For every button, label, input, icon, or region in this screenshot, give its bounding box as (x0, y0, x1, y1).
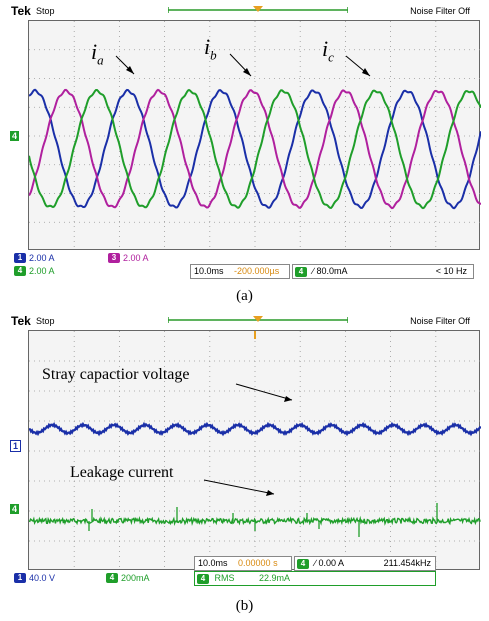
timebase-value: 10.0ms (194, 266, 224, 276)
caption-a: (a) (236, 288, 253, 304)
trigger-frequency: < 10 Hz (435, 266, 467, 276)
brand-label: Tek (11, 4, 31, 18)
trigger-channel-badge-b: 4 (297, 559, 309, 569)
record-view-indicator (168, 6, 348, 13)
label-ib: ib (204, 34, 217, 63)
scope-panel-b: Tek Stop Noise Filter Off 1 4 Stray capa… (8, 314, 481, 594)
ch4-scale-value-b: 200mA (121, 573, 150, 583)
waveform-display-a (28, 20, 481, 251)
record-view-indicator-b (168, 316, 348, 323)
horizontal-position: -200.000µs (234, 266, 280, 276)
trigger-box[interactable]: 4 ∕ 80.0mA < 10 Hz (292, 264, 474, 279)
ch4-ground-marker-b: 4 (10, 504, 20, 514)
trace-ia (29, 88, 481, 210)
timebase-value-b: 10.0ms (198, 558, 228, 568)
ch3-badge: 3 (108, 253, 120, 263)
math-measure-value: 22.9mA (259, 573, 291, 583)
grid-a (29, 21, 481, 251)
trigger-box-b[interactable]: 4 ∕ 0.00 A 211.454kHz (294, 556, 436, 571)
channel-readout-bar-b: 10.0ms 0.00000 s 4 ∕ 0.00 A 211.454kHz 1… (8, 556, 480, 586)
ch1-badge: 1 (14, 253, 26, 263)
timebase-box-b[interactable]: 10.0ms 0.00000 s (194, 556, 292, 571)
trigger-level: ∕ 80.0mA (312, 266, 348, 276)
trace-stray-voltage (29, 421, 481, 437)
ch4-scale-value: 2.00 A (29, 266, 55, 276)
label-ia: ia (91, 39, 104, 68)
math-rms-box[interactable]: 4 RMS 22.9mA (194, 571, 436, 586)
timebase-box[interactable]: 10.0ms -200.000µs (190, 264, 290, 279)
brand-label-b: Tek (11, 314, 31, 328)
scope-panel-a: Tek Stop Noise Filter Off 4 ia ib ic 1 2… (8, 4, 481, 284)
math-channel-badge: 4 (197, 574, 209, 584)
acquisition-state-b: Stop (36, 316, 55, 326)
horizontal-position-b: 0.00000 s (238, 558, 278, 568)
ch4-ground-marker: 4 (10, 131, 20, 141)
label-stray-voltage: Stray capactior voltage (42, 366, 190, 383)
waveform-plot-a (29, 21, 481, 251)
label-leakage-current: Leakage current (70, 464, 174, 481)
ch1-badge-b: 1 (14, 573, 26, 583)
ch4-badge-b: 4 (106, 573, 118, 583)
ch4-scale-b[interactable]: 4 200mA (106, 572, 150, 584)
ch1-scale-value: 2.00 A (29, 253, 55, 263)
ch3-scale[interactable]: 3 2.00 A (108, 252, 149, 264)
caption-b: (b) (235, 598, 254, 614)
ch3-scale-value: 2.00 A (123, 253, 149, 263)
math-measure-label: RMS (214, 573, 235, 583)
trigger-frequency-b: 211.454kHz (383, 558, 431, 568)
ch1-scale-b[interactable]: 1 40.0 V (14, 572, 55, 584)
label-ic: ic (322, 36, 334, 65)
scope-status-bar-b: Tek Stop Noise Filter Off (8, 314, 480, 330)
noise-filter-status-b: Noise Filter Off (410, 316, 470, 326)
ch1-ground-marker: 1 (10, 440, 22, 452)
ch1-scale[interactable]: 1 2.00 A (14, 252, 55, 264)
trace-ib (29, 88, 481, 210)
waveform-plot-b (29, 331, 481, 571)
scope-status-bar: Tek Stop Noise Filter Off (8, 4, 480, 20)
trace-ic (29, 88, 481, 210)
channel-readout-bar: 1 2.00 A 3 2.00 A 4 2.00 A 10.0ms -200.0… (8, 250, 480, 280)
ch4-badge: 4 (14, 266, 26, 276)
trace-leakage-current (29, 515, 481, 527)
ch4-scale[interactable]: 4 2.00 A (14, 265, 55, 277)
noise-filter-status: Noise Filter Off (410, 6, 470, 16)
waveform-display-b (28, 330, 481, 571)
acquisition-state: Stop (36, 6, 55, 16)
trigger-channel-badge: 4 (295, 267, 307, 277)
trigger-level-b: ∕ 0.00 A (314, 558, 345, 568)
ch1-scale-value-b: 40.0 V (29, 573, 56, 583)
